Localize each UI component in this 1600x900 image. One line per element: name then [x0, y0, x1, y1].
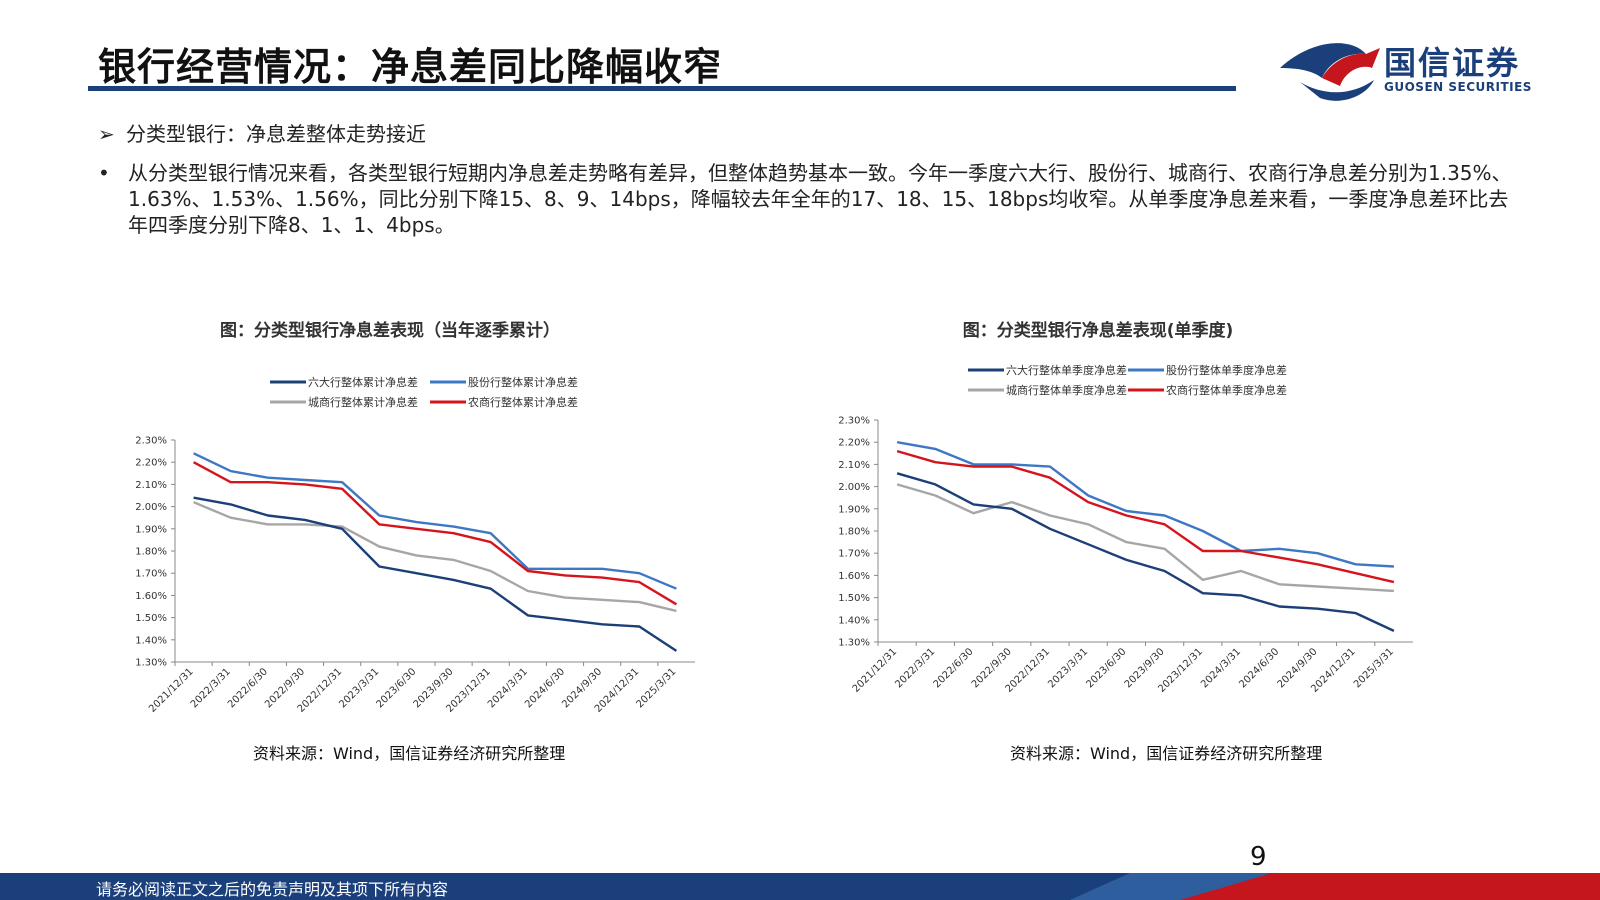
y-tick-label: 1.80%: [838, 527, 870, 538]
guosen-logo-icon: [1280, 43, 1380, 101]
x-tick-label: 2025/3/31: [1352, 646, 1396, 690]
footer-disclaimer: 请务必阅读正文之后的免责声明及其项下所有内容: [96, 880, 449, 899]
x-tick-label: 2022/3/31: [893, 646, 937, 690]
logo-text-en: GUOSEN SECURITIES: [1384, 80, 1532, 94]
logo-text-cn: 国信证券: [1384, 44, 1521, 82]
y-tick-label: 1.30%: [838, 638, 870, 649]
legend-label: 农商行整体单季度净息差: [1166, 383, 1287, 397]
x-tick-label: 2023/3/31: [1046, 646, 1090, 690]
chart-quarterly-nim: 图：分类型银行净息差表现(单季度) 六大行整体单季度净息差 股份行整体单季度净息差城…: [828, 320, 1428, 720]
page-number: 9: [1250, 842, 1267, 872]
legend-label: 股份行整体累计净息差: [468, 375, 578, 389]
chart-cumulative-nim: 图：分类型银行净息差表现（当年逐季累计） 六大行整体累计净息差 股份行整体累计净息差…: [120, 320, 720, 720]
legend-label: 六大行整体单季度净息差: [1006, 363, 1127, 377]
chart-source-left: 资料来源：Wind，国信证券经济研究所整理: [253, 744, 566, 763]
body-paragraph-text: 从分类型银行情况来看，各类型银行短期内净息差走势略有差异，但整体趋势基本一致。今…: [128, 161, 1512, 237]
series-line-0: [193, 496, 678, 652]
chart-source-right: 资料来源：Wind，国信证券经济研究所整理: [1010, 744, 1323, 763]
body-paragraph: • 从分类型银行情况来看，各类型银行短期内净息差走势略有差异，但整体趋势基本一致…: [98, 160, 1518, 238]
y-tick-label: 1.50%: [135, 613, 167, 624]
dot-bullet-icon: •: [98, 161, 110, 185]
chart-title: 图：分类型银行净息差表现(单季度): [963, 320, 1234, 341]
y-tick-label: 1.40%: [838, 615, 870, 626]
legend-label: 城商行整体累计净息差: [308, 395, 418, 409]
x-tick-label: 2021/12/31: [147, 666, 196, 715]
chart-svg: 图：分类型银行净息差表现（当年逐季累计） 六大行整体累计净息差 股份行整体累计净息差…: [135, 320, 695, 715]
y-tick-label: 1.60%: [135, 591, 167, 602]
x-tick-label: 2025/3/31: [635, 666, 679, 710]
y-tick-label: 1.80%: [135, 547, 167, 558]
series-line-0: [896, 472, 1395, 632]
legend-label: 城商行整体单季度净息差: [1006, 383, 1127, 397]
y-tick-label: 2.30%: [838, 416, 870, 427]
y-tick-label: 1.70%: [838, 549, 870, 560]
page-title: 银行经营情况：净息差同比降幅收窄: [98, 45, 723, 89]
chart-title: 图：分类型银行净息差表现（当年逐季累计）: [220, 320, 560, 341]
y-tick-label: 1.90%: [838, 504, 870, 515]
chart-svg: 图：分类型银行净息差表现(单季度) 六大行整体单季度净息差 股份行整体单季度净息差城…: [838, 320, 1413, 695]
y-tick-label: 2.10%: [135, 480, 167, 491]
series-line-3: [896, 449, 1395, 584]
bullet-heading-text: 分类型银行：净息差整体走势接近: [126, 122, 426, 146]
y-tick-label: 2.10%: [838, 460, 870, 471]
series-line-2: [896, 483, 1394, 593]
legend-label: 六大行整体累计净息差: [308, 375, 418, 389]
y-tick-label: 1.30%: [135, 658, 167, 669]
series-line-3: [193, 461, 678, 606]
y-tick-label: 1.60%: [838, 571, 870, 582]
y-tick-label: 2.00%: [135, 502, 167, 513]
y-tick-label: 2.20%: [135, 458, 167, 469]
x-tick-label: 2023/6/30: [1084, 646, 1128, 690]
y-tick-label: 1.90%: [135, 524, 167, 535]
footer-bar: 请务必阅读正文之后的免责声明及其项下所有内容: [0, 873, 1600, 900]
x-tick-label: 2024/6/30: [1237, 646, 1281, 690]
arrow-bullet-icon: ➢: [98, 122, 115, 146]
y-tick-label: 1.70%: [135, 569, 167, 580]
x-tick-label: 2024/3/31: [1199, 646, 1243, 690]
y-tick-label: 1.40%: [135, 635, 167, 646]
series-line-1: [193, 452, 677, 590]
series-line-2: [193, 501, 677, 613]
title-divider: [88, 86, 1236, 91]
legend-label: 股份行整体单季度净息差: [1166, 363, 1287, 377]
legend-label: 农商行整体累计净息差: [468, 395, 578, 409]
y-tick-label: 1.50%: [838, 593, 870, 604]
x-tick-label: 2022/6/30: [932, 646, 976, 690]
bullet-heading: ➢ 分类型银行：净息差整体走势接近: [98, 118, 426, 147]
series-line-1: [896, 441, 1394, 568]
x-tick-label: 2021/12/31: [851, 646, 900, 695]
y-tick-label: 2.20%: [838, 438, 870, 449]
y-tick-label: 2.00%: [838, 482, 870, 493]
y-tick-label: 2.30%: [135, 436, 167, 447]
